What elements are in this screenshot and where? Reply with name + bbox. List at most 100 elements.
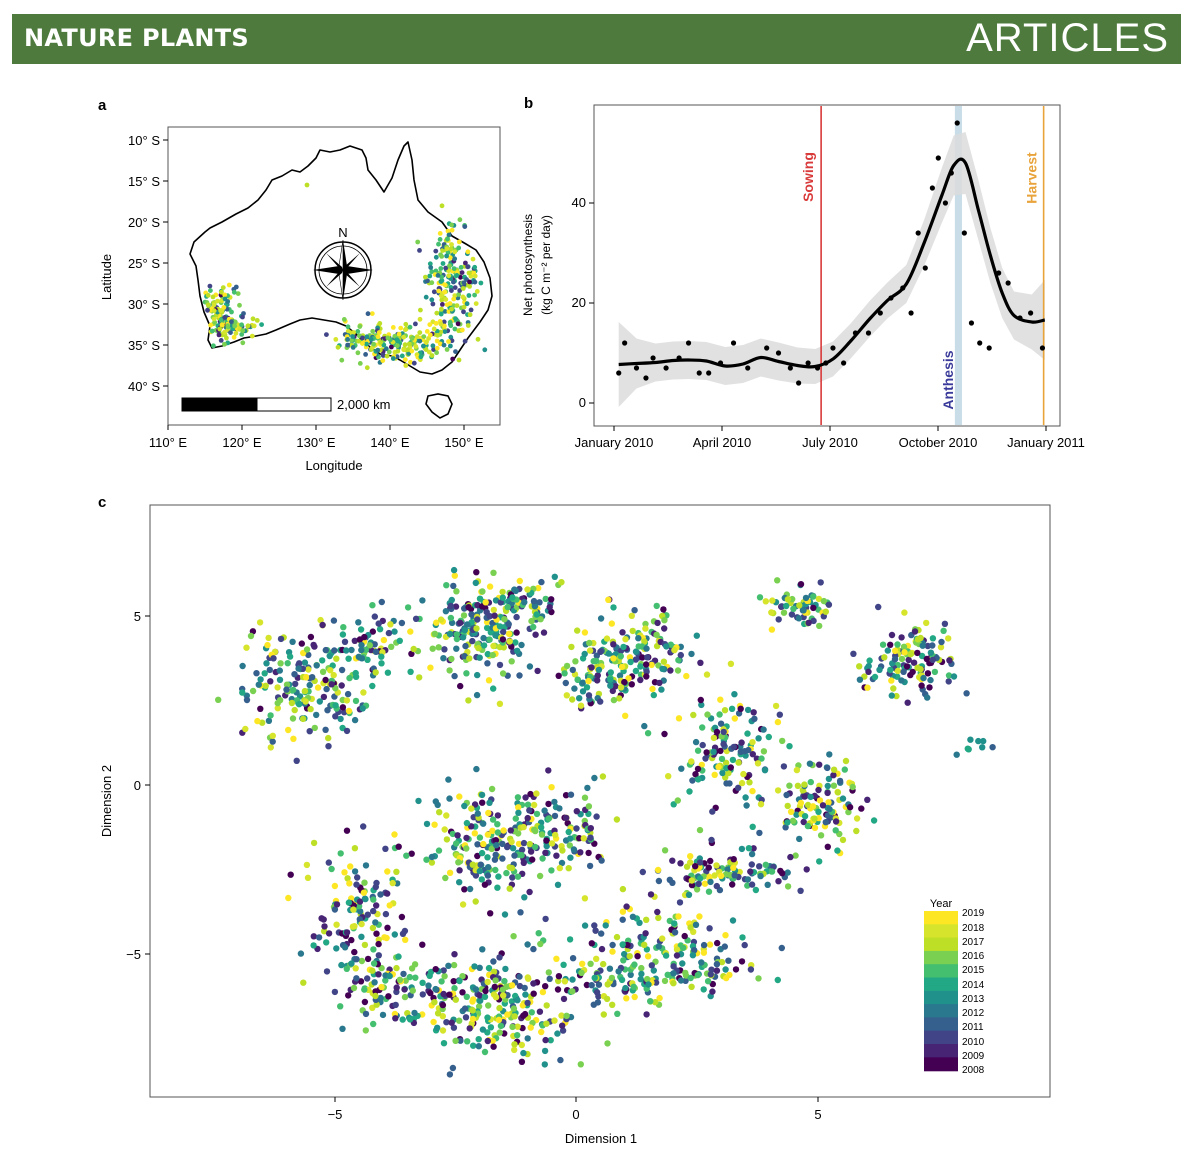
- embedding-point: [478, 849, 486, 857]
- embedding-point: [762, 861, 769, 868]
- embedding-point: [659, 935, 666, 942]
- embedding-point: [538, 578, 545, 586]
- map-point: [389, 344, 394, 350]
- embedding-point: [605, 650, 612, 657]
- embedding-point: [800, 607, 807, 614]
- map-point: [231, 334, 237, 340]
- map-point: [403, 363, 409, 368]
- embedding-point: [518, 846, 526, 853]
- map-point: [357, 361, 363, 366]
- observation-point: [852, 330, 859, 336]
- embedding-point: [476, 834, 484, 841]
- embedding-point: [622, 712, 629, 719]
- map-point: [465, 264, 471, 270]
- embedding-point: [215, 696, 222, 703]
- embedding-point: [447, 614, 455, 622]
- embedding-point: [353, 956, 360, 963]
- map-point: [427, 261, 433, 267]
- embedding-point: [385, 993, 392, 1000]
- embedding-point: [865, 662, 872, 670]
- embedding-point: [846, 804, 854, 811]
- embedding-point: [731, 872, 738, 879]
- observation-point: [915, 230, 921, 236]
- embedding-point: [433, 619, 440, 626]
- embedding-point: [361, 998, 369, 1006]
- embedding-point: [820, 597, 828, 605]
- embedding-point: [725, 957, 732, 964]
- map-point: [218, 338, 224, 343]
- embedding-point: [518, 852, 525, 859]
- embedding-point: [372, 883, 379, 891]
- embedding-point: [306, 728, 313, 735]
- embedding-point: [477, 861, 484, 868]
- embedding-point: [671, 920, 678, 927]
- embedding-point: [637, 976, 644, 983]
- embedding-point: [911, 628, 919, 635]
- embedding-point: [529, 856, 536, 863]
- map-point: [240, 314, 245, 320]
- embedding-point: [464, 621, 471, 628]
- embedding-point: [600, 960, 607, 968]
- map-point: [217, 326, 223, 332]
- embedding-point: [591, 922, 598, 929]
- embedding-point: [548, 840, 556, 847]
- embedding-point: [784, 819, 791, 826]
- embedding-point: [542, 915, 549, 923]
- embedding-point: [923, 655, 930, 663]
- map-point: [222, 315, 228, 320]
- lat-tick: 30° S: [128, 297, 160, 312]
- embedding-point: [618, 976, 626, 984]
- embedding-point: [375, 952, 382, 959]
- embedding-point: [325, 930, 333, 937]
- map-point: [445, 236, 450, 242]
- embedding-point: [450, 978, 457, 985]
- embedding-point: [894, 641, 901, 648]
- embedding-point: [643, 668, 650, 675]
- embedding-point: [722, 759, 730, 766]
- embedding-point: [864, 796, 871, 803]
- embedding-point: [485, 964, 493, 972]
- embedding-point: [556, 864, 563, 872]
- timeseries-ylabel-line1: Net photosynthesis: [521, 214, 535, 316]
- embedding-point: [373, 902, 380, 909]
- embedding-point: [361, 633, 368, 641]
- embedding-point: [488, 785, 496, 793]
- embedding-point: [514, 1032, 521, 1039]
- embedding-point: [750, 845, 757, 852]
- lon-tick: 150° E: [444, 435, 484, 450]
- observation-point: [986, 345, 992, 351]
- embedding-point: [513, 629, 520, 636]
- embedding-point: [894, 667, 902, 675]
- map-point: [402, 357, 408, 362]
- embedding-point: [786, 782, 793, 789]
- embedding-point: [800, 818, 807, 826]
- embedding-point: [492, 851, 499, 858]
- observation-point: [968, 320, 975, 326]
- embedding-point: [923, 619, 930, 627]
- embedding-point: [457, 682, 464, 690]
- map-point: [418, 307, 423, 313]
- embedding-point: [369, 602, 376, 609]
- embedding-point: [351, 845, 359, 852]
- map-point: [442, 329, 448, 334]
- map-point: [429, 269, 435, 275]
- embedding-point: [441, 826, 448, 833]
- observation-point: [888, 295, 894, 301]
- map-point: [394, 354, 400, 360]
- embedding-point: [508, 864, 516, 872]
- embedding-point: [337, 715, 344, 723]
- map-point: [365, 311, 371, 317]
- map-point: [381, 342, 387, 348]
- embedding-point: [585, 803, 593, 810]
- embedding-point: [711, 872, 718, 879]
- embedding-point: [602, 922, 609, 929]
- embedding-point: [764, 881, 771, 888]
- embedding-point: [463, 993, 470, 1000]
- embedding-point: [451, 672, 458, 680]
- map-point: [355, 350, 361, 356]
- embedding-point: [619, 885, 627, 893]
- embedding-point: [361, 879, 368, 886]
- year-legend: Year 2019 2018 2017 2016 2015 2014 2013 …: [924, 898, 985, 1076]
- embedding-point: [486, 583, 494, 590]
- embedding-point: [370, 960, 378, 967]
